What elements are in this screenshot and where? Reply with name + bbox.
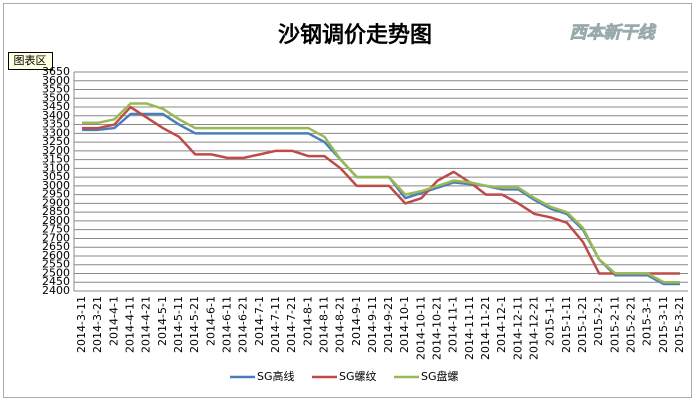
x-tick-label: 2014-8-1 [301, 296, 314, 346]
y-tick-label: 3500 [42, 91, 70, 104]
y-tick-label: 2750 [42, 223, 70, 236]
y-tick-label: 3250 [42, 135, 70, 148]
x-tick-label: 2014-5-11 [172, 296, 185, 353]
x-tick-label: 2014-11-21 [479, 296, 492, 360]
x-tick-label: 2015-2-11 [608, 296, 621, 353]
y-tick-label: 3450 [42, 100, 70, 113]
x-tick-label: 2015-3-11 [657, 296, 670, 353]
x-tick-label: 2014-6-21 [237, 296, 250, 353]
x-tick-label: 2014-5-21 [188, 296, 201, 353]
x-tick-label: 2014-10-1 [398, 296, 411, 353]
x-tick-label: 2014-7-21 [285, 296, 298, 353]
y-tick-label: 3600 [42, 74, 70, 87]
y-tick-label: 2800 [42, 214, 70, 227]
x-tick-label: 2014-8-11 [317, 296, 330, 353]
x-tick-label: 2014-10-21 [431, 296, 444, 360]
x-tick-label: 2014-4-11 [124, 296, 137, 353]
y-tick-label: 2950 [42, 188, 70, 201]
x-tick-label: 2015-1-11 [560, 296, 573, 353]
legend-label: SG螺纹 [339, 369, 377, 383]
chart-frame [3, 3, 692, 398]
y-tick-label: 2550 [42, 258, 70, 271]
x-tick-label: 2014-3-11 [75, 296, 88, 353]
y-tick-label: 2900 [42, 196, 70, 209]
x-tick-label: 2015-3-1 [641, 296, 654, 346]
y-tick-label: 3300 [42, 126, 70, 139]
y-tick-label: 2600 [42, 249, 70, 262]
x-tick-label: 2014-7-11 [269, 296, 282, 353]
y-tick-label: 2850 [42, 205, 70, 218]
x-tick-label: 2014-4-21 [140, 296, 153, 353]
y-tick-label: 3650 [42, 65, 70, 78]
y-tick-label: 2700 [42, 231, 70, 244]
y-tick-label: 3150 [42, 153, 70, 166]
y-tick-label: 3400 [42, 109, 70, 122]
x-tick-label: 2014-4-1 [107, 296, 120, 346]
y-tick-label: 2400 [42, 284, 70, 297]
x-tick-label: 2014-9-11 [366, 296, 379, 353]
y-tick-label: 3000 [42, 179, 70, 192]
watermark: 西本新干线 [570, 23, 657, 43]
x-tick-label: 2015-2-21 [624, 296, 637, 353]
series-line [82, 102, 680, 284]
x-tick-label: 2014-11-1 [447, 296, 460, 353]
y-tick-label: 3050 [42, 170, 70, 183]
y-tick-label: 3100 [42, 161, 70, 174]
x-tick-label: 2014-8-21 [334, 296, 347, 353]
x-tick-label: 2014-3-21 [91, 296, 104, 353]
x-tick-label: 2014-9-1 [350, 296, 363, 346]
x-tick-label: 2014-10-11 [414, 296, 427, 360]
y-tick-label: 2650 [42, 240, 70, 253]
tooltip: 图表区 [14, 53, 47, 67]
x-tick-label: 2014-6-11 [221, 296, 234, 353]
x-tick-label: 2014-12-21 [528, 296, 541, 360]
x-tick-label: 2014-5-1 [156, 296, 169, 346]
tooltip-box [8, 52, 53, 70]
x-tick-label: 2014-6-1 [204, 296, 217, 346]
chart-title: 沙钢调价走势图 [278, 22, 432, 48]
x-tick-label: 2014-11-11 [463, 296, 476, 360]
y-tick-label: 3200 [42, 144, 70, 157]
y-tick-label: 3350 [42, 118, 70, 131]
x-tick-label: 2014-7-1 [253, 296, 266, 346]
y-tick-label: 3550 [42, 83, 70, 96]
x-tick-label: 2014-9-21 [382, 296, 395, 353]
series-line [82, 105, 680, 275]
x-tick-label: 2015-2-1 [592, 296, 605, 346]
y-tick-label: 2450 [42, 275, 70, 288]
x-tick-label: 2015-1-21 [576, 296, 589, 353]
x-tick-label: 2014-12-11 [511, 296, 524, 360]
y-tick-label: 2500 [42, 266, 70, 279]
legend-label: SG盘螺 [421, 369, 459, 383]
x-tick-label: 2015-3-21 [673, 296, 686, 353]
x-tick-label: 2014-12-1 [495, 296, 508, 353]
x-tick-label: 2015-1-1 [544, 296, 557, 346]
legend-label: SG高线 [257, 369, 295, 383]
